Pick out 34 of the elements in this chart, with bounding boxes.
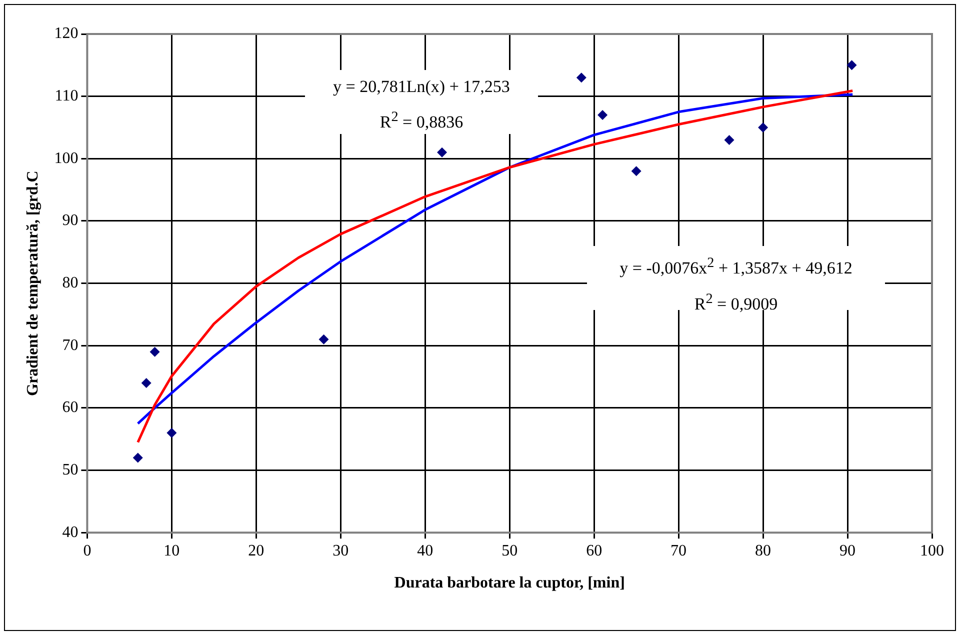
y-tick-label: 50 (62, 461, 78, 478)
y-tick-label: 60 (62, 399, 78, 416)
point (150, 346, 160, 357)
y-tick-label: 120 (54, 25, 78, 42)
point (437, 147, 448, 158)
y-tick-label: 40 (62, 524, 78, 541)
y-tick-label: 100 (54, 150, 78, 167)
y-tick-label: 110 (54, 88, 78, 105)
point (141, 378, 152, 388)
x-tick-label: 90 (840, 542, 856, 560)
x-tick-label: 30 (332, 542, 349, 560)
x-tick-label: 60 (586, 542, 602, 560)
y-tick-label: 70 (62, 336, 78, 354)
point (846, 60, 857, 70)
x-tick-label: 40 (417, 542, 434, 560)
x-tick-label: 80 (755, 542, 772, 560)
x-tick-label: 10 (164, 542, 180, 560)
x-tick-label: 0 (83, 542, 92, 560)
y-axis-title: Gradient de temperatură, [grd.C (24, 170, 42, 396)
point (598, 110, 608, 120)
point (758, 122, 768, 132)
y-tick-label: 80 (62, 274, 78, 292)
point (166, 428, 177, 438)
point (576, 72, 586, 83)
x-tick-label: 70 (670, 542, 687, 560)
point (132, 452, 143, 463)
y-tick-label: 90 (62, 212, 78, 230)
x-tick-label: 20 (248, 542, 264, 560)
x-axis-title: Durata barbotare la cuptor, [min] (394, 574, 625, 592)
point (724, 134, 734, 145)
point (631, 166, 642, 176)
x-tick-label: 50 (502, 542, 518, 560)
point (318, 334, 329, 344)
x-tick-label: 100 (920, 542, 944, 560)
